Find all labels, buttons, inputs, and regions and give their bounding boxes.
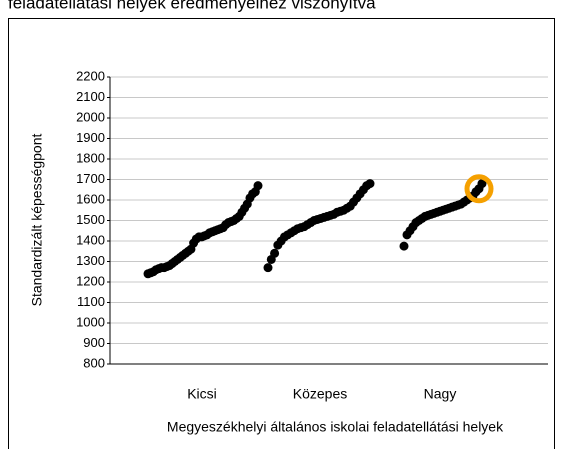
y-tick-label: 2200 xyxy=(76,68,105,83)
point xyxy=(253,181,263,191)
y-tick-label: 1600 xyxy=(76,191,105,206)
y-tick-label: 1300 xyxy=(76,253,105,268)
highlight-ring xyxy=(464,174,494,204)
point xyxy=(399,241,409,251)
y-tick-label: 1000 xyxy=(76,314,105,329)
y-tick-label: 1400 xyxy=(76,232,105,247)
y-tick-label: 800 xyxy=(83,355,105,370)
y-tick-label: 900 xyxy=(83,335,105,350)
x-tick-label: Nagy xyxy=(424,386,457,402)
point xyxy=(477,179,487,189)
point xyxy=(365,179,375,189)
y-tick-label: 1500 xyxy=(76,212,105,227)
x-tick-label: Közepes xyxy=(293,386,347,402)
y-tick-label: 1800 xyxy=(76,150,105,165)
y-tick-label: 2000 xyxy=(76,109,105,124)
y-tick-label: 1100 xyxy=(77,294,105,309)
chart-title: feladatellátási helyek eredményeihez vis… xyxy=(8,0,376,12)
point xyxy=(263,263,273,273)
y-tick-label: 1900 xyxy=(76,130,105,145)
y-axis-label: Standardizált képességpont xyxy=(29,134,45,307)
x-axis-label: Megyeszékhelyi általános iskolai feladat… xyxy=(167,419,504,435)
x-tick-label: Kicsi xyxy=(187,386,217,402)
point xyxy=(270,248,280,258)
y-tick-label: 1200 xyxy=(76,273,105,288)
y-tick-label: 2100 xyxy=(76,89,105,104)
frame xyxy=(8,18,555,449)
y-tick-label: 1700 xyxy=(76,171,105,186)
